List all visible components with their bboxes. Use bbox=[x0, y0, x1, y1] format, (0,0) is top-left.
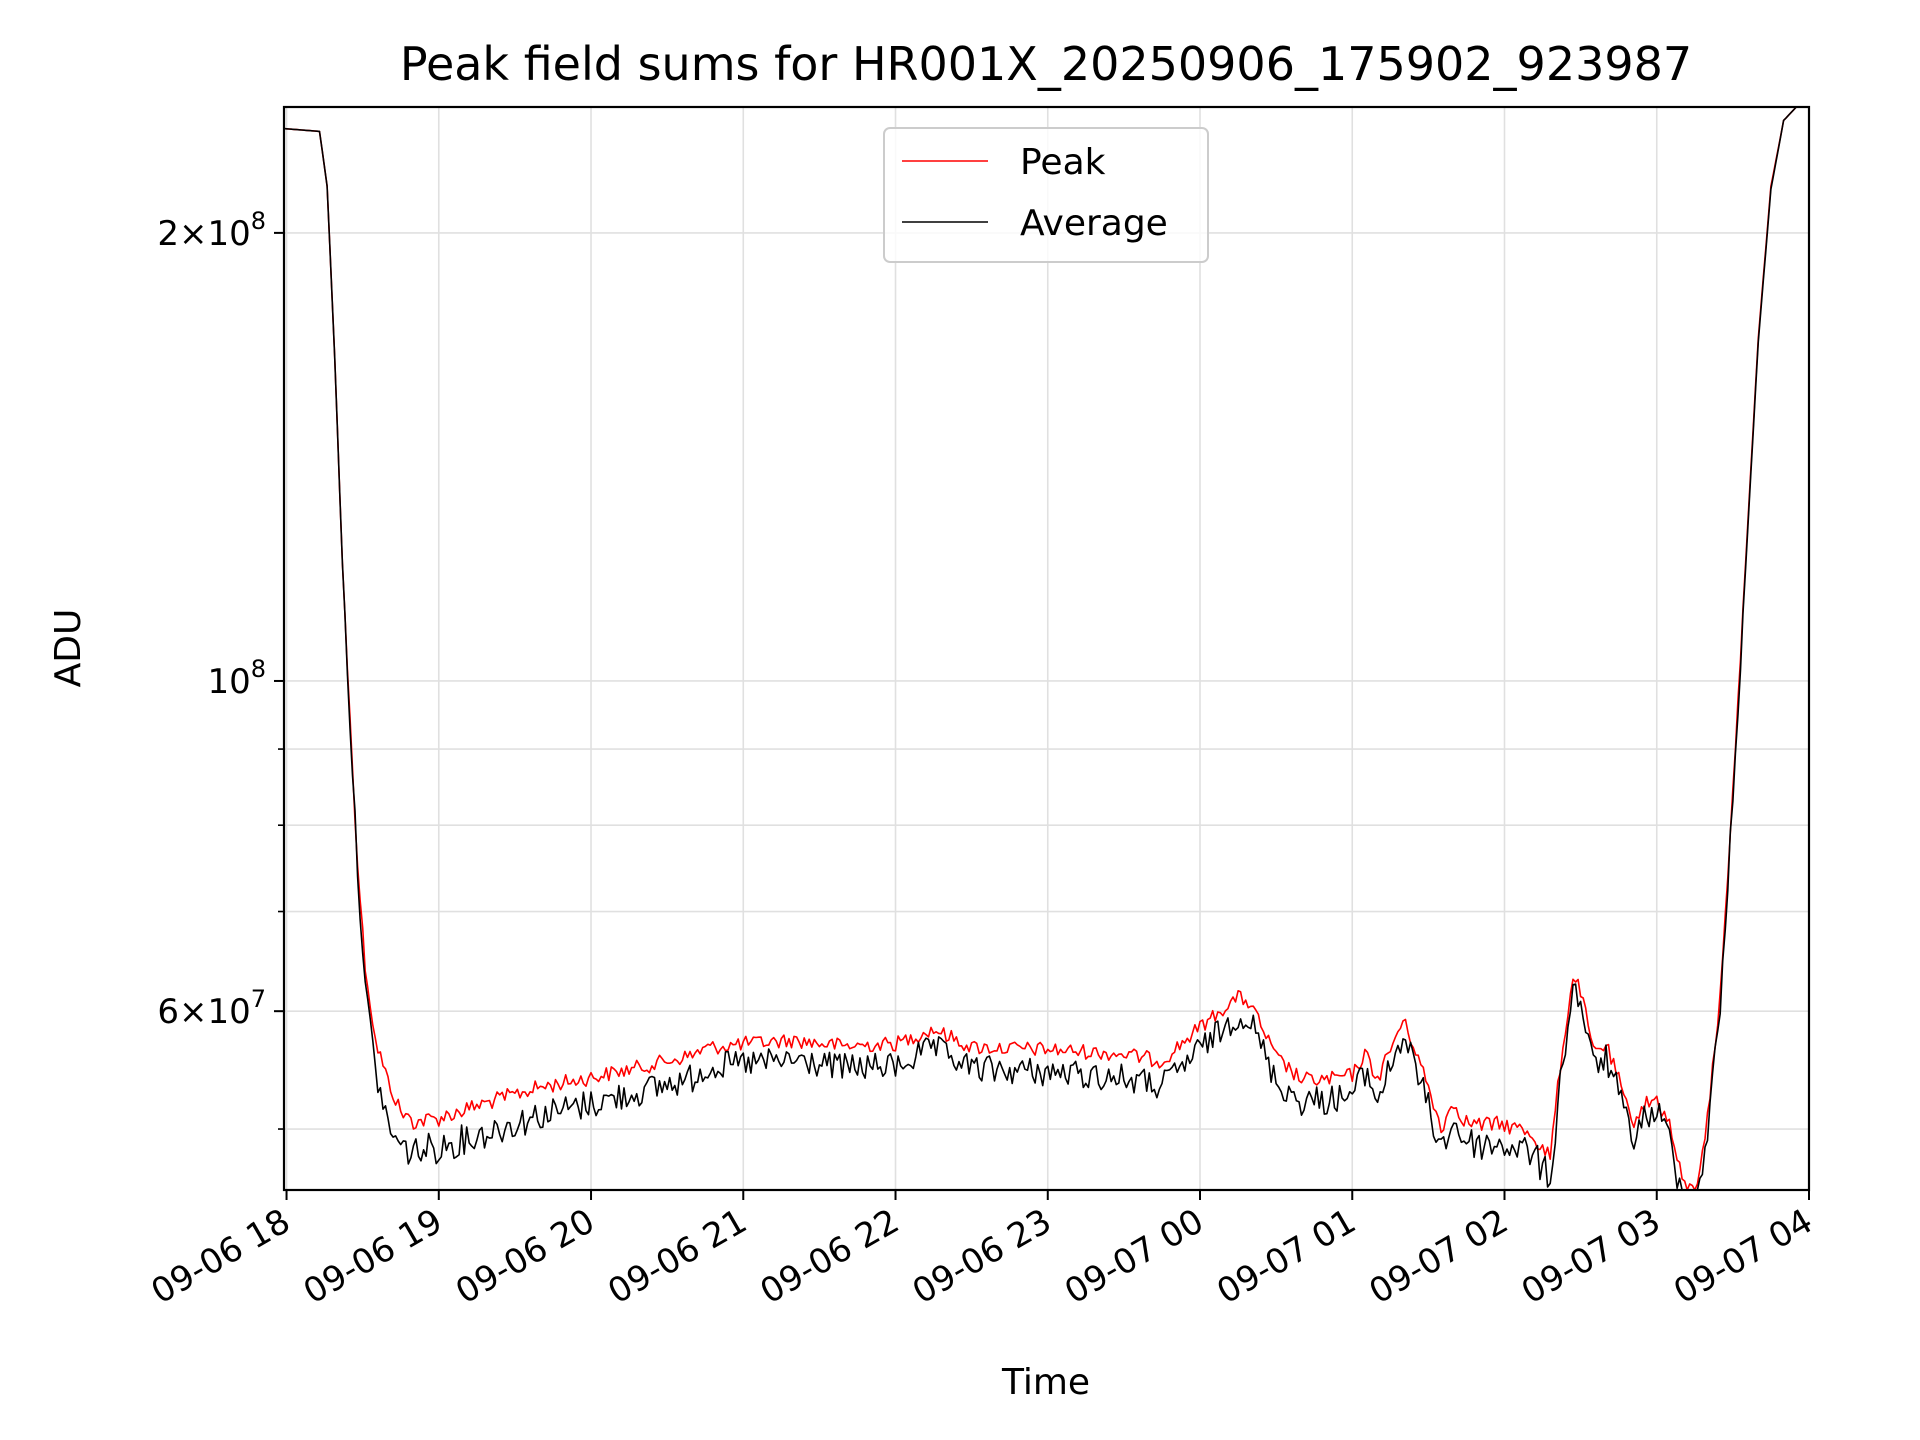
series-line-peak bbox=[284, 107, 1797, 1190]
y-tick-label: 2×108 bbox=[157, 207, 266, 254]
y-tick-exponent: 8 bbox=[251, 655, 266, 683]
y-tick-mantissa: 2 bbox=[157, 214, 179, 254]
y-tick-times: × bbox=[179, 992, 208, 1032]
series-line-average bbox=[284, 107, 1797, 1190]
y-tick-exponent: 7 bbox=[251, 985, 266, 1013]
y-tick-label: 108 bbox=[207, 655, 266, 702]
y-axis-label: ADU bbox=[48, 609, 89, 688]
legend: Peak Average bbox=[883, 127, 1209, 263]
chart-title: Peak field sums for HR001X_20250906_1759… bbox=[400, 37, 1692, 91]
y-tick-base: 10 bbox=[207, 662, 250, 702]
y-tick-mantissa: 6 bbox=[157, 992, 179, 1032]
series-layer bbox=[284, 107, 1797, 1190]
y-tick-label: 6×107 bbox=[157, 985, 266, 1032]
legend-label-peak: Peak bbox=[1020, 142, 1106, 183]
legend-label-average: Average bbox=[1020, 203, 1168, 244]
y-tick-base: 10 bbox=[207, 992, 250, 1032]
y-tick-base: 10 bbox=[207, 214, 250, 254]
plot-frame bbox=[282, 105, 1811, 1192]
x-axis-label: Time bbox=[1001, 1362, 1090, 1403]
y-tick-times: × bbox=[179, 214, 208, 254]
y-tick-exponent: 8 bbox=[251, 207, 266, 235]
